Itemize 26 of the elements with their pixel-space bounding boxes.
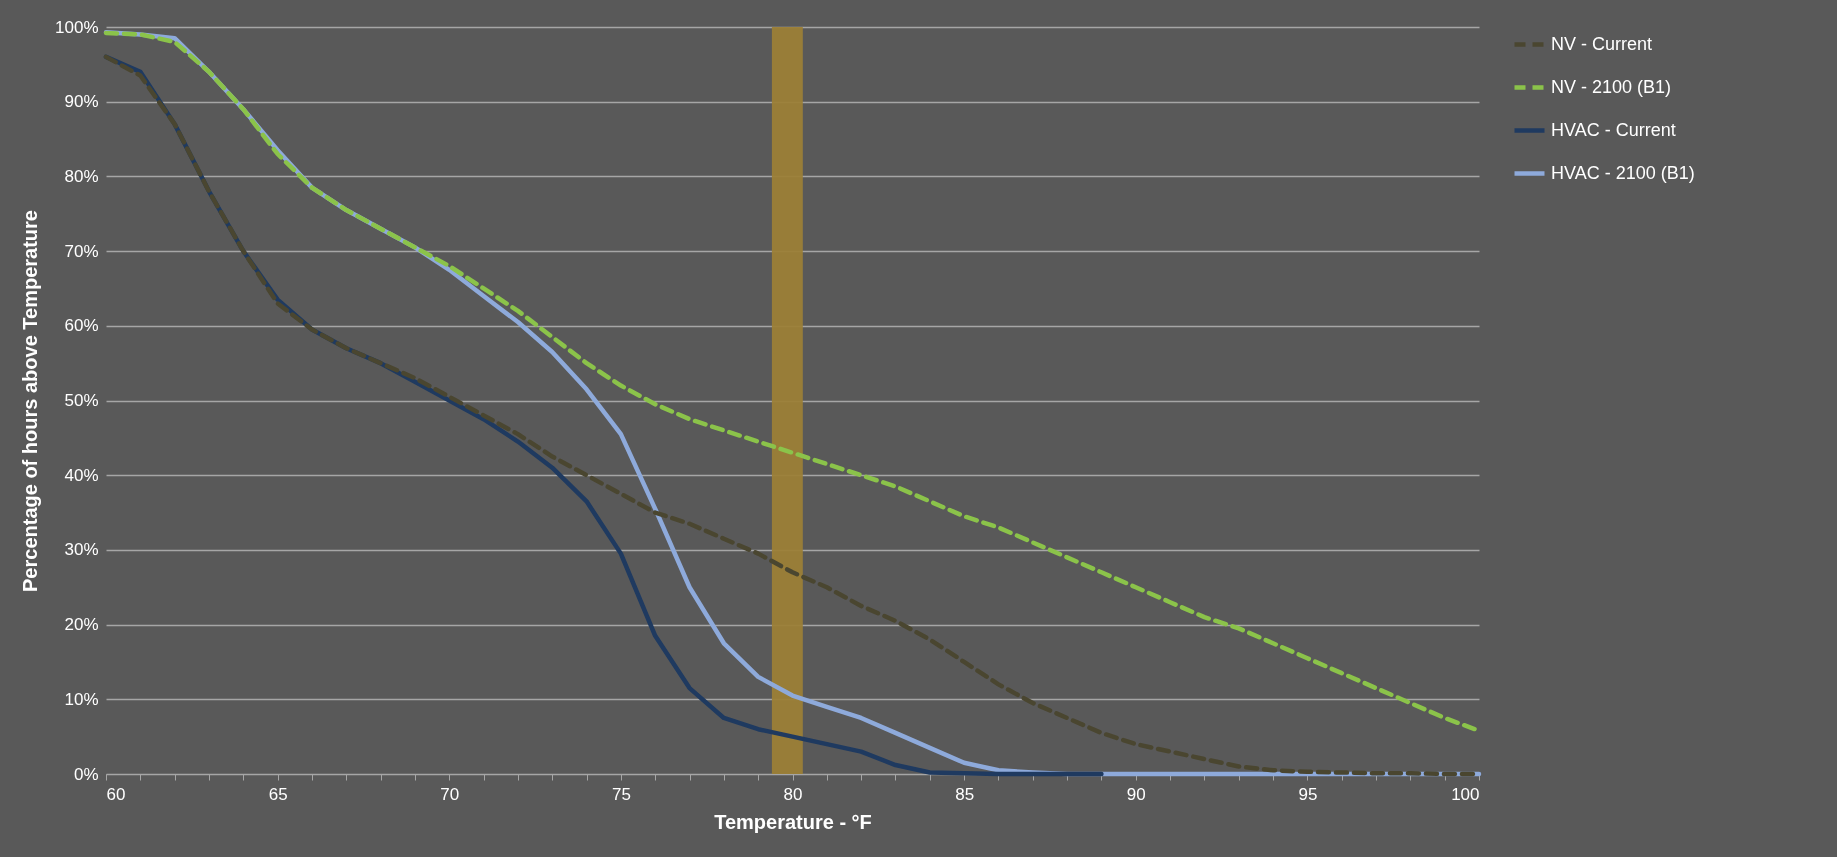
y-tick-label: 0% (73, 764, 99, 784)
x-tick-label: 90 (1126, 784, 1146, 804)
y-tick-label: 80% (64, 166, 99, 186)
legend-label: HVAC - Current (1551, 119, 1676, 140)
x-tick-label: 80 (783, 784, 803, 804)
y-tick-label: 70% (64, 241, 99, 261)
y-tick-label: 40% (64, 465, 99, 485)
y-tick-label: 50% (64, 391, 99, 410)
legend-label: HVAC - 2100 (B1) (1551, 162, 1695, 183)
x-tick-label: 60 (106, 784, 126, 804)
x-tick-label: 100 (1451, 784, 1480, 804)
legend-label: NV - Current (1551, 33, 1653, 54)
x-tick-label: 95 (1298, 784, 1318, 804)
x-tick-label: 65 (268, 784, 288, 804)
y-tick-label: 10% (64, 689, 99, 709)
y-tick-label: 60% (64, 316, 99, 336)
legend-label: NV - 2100 (B1) (1551, 76, 1672, 97)
x-axis-title: Temperature - °F (714, 810, 872, 833)
y-tick-label: 30% (64, 540, 99, 560)
x-tick-label: 70 (440, 784, 460, 804)
y-axis-title: Percentage of hours above Temperature (19, 210, 42, 592)
y-tick-label: 100% (55, 17, 99, 37)
y-tick-label: 90% (64, 92, 99, 112)
x-tick-label: 75 (611, 784, 631, 804)
x-tick-label: 85 (955, 784, 975, 804)
y-tick-label: 20% (64, 615, 99, 635)
